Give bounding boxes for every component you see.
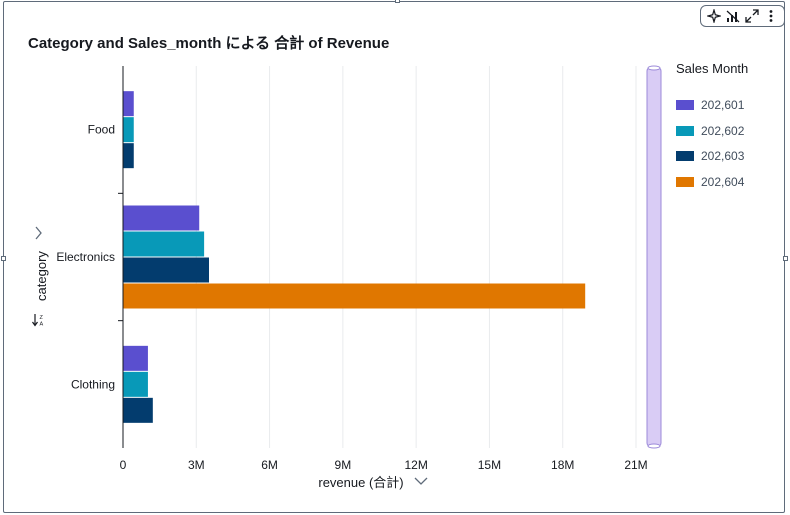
y-axis-title[interactable]: category [34,251,49,301]
more-vertical-icon[interactable] [763,8,779,24]
legend-swatch [676,176,694,187]
x-tick-label: 6M [261,458,278,472]
legend-item[interactable]: 202,601 [676,98,744,112]
legend-item[interactable]: 202,602 [676,124,744,138]
bar[interactable] [123,231,205,257]
resize-handle-right[interactable] [783,256,788,261]
legend-label: 202,603 [701,149,745,163]
resize-handle-left[interactable] [1,256,6,261]
y-tick-label: Electronics [56,250,115,264]
x-tick-label: 3M [188,458,205,472]
legend-title: Sales Month [676,61,749,76]
chevron-right-icon[interactable] [35,226,42,240]
x-tick-label: 9M [335,458,352,472]
x-tick-label: 15M [478,458,501,472]
resize-handle-top[interactable] [395,0,400,3]
y-tick-label: Clothing [71,377,115,391]
legend-swatch [676,100,694,110]
bar[interactable] [123,91,134,117]
x-tick-label: 12M [404,458,427,472]
legend-swatch [676,151,694,161]
scrollbar[interactable] [646,65,662,449]
legend-label: 202,601 [701,98,745,112]
signal-icon[interactable] [725,8,741,24]
visual-toolbar [700,5,785,27]
sparkle-icon[interactable] [706,8,722,24]
y-tick-label: Food [88,123,115,137]
x-tick-label: 18M [551,458,574,472]
chevron-down-icon[interactable] [414,477,428,485]
bar[interactable] [123,397,153,423]
x-axis-label[interactable]: revenue (合計) [318,475,403,490]
legend-item[interactable]: 202,604 [676,175,744,189]
svg-text:Z: Z [40,315,44,321]
bar[interactable] [123,371,148,397]
y-axis-label: category [34,251,49,301]
legend-swatch [676,125,694,136]
chart-title: Category and Sales_month による 合計 of Reven… [28,35,390,52]
x-tick-label: 21M [624,458,647,472]
legend-item[interactable]: 202,603 [676,149,744,163]
legend-label: 202,604 [701,174,745,189]
bar[interactable] [123,345,148,371]
svg-text:A: A [40,322,44,328]
bar[interactable] [123,283,586,309]
expand-icon[interactable] [744,8,760,24]
bar[interactable] [123,117,134,143]
bar[interactable] [123,257,210,283]
x-tick-label: 0 [120,458,127,472]
bar[interactable] [123,143,134,169]
bar[interactable] [123,205,200,231]
legend-label: 202,602 [701,123,745,138]
sort-icon[interactable]: Z A [32,314,44,328]
